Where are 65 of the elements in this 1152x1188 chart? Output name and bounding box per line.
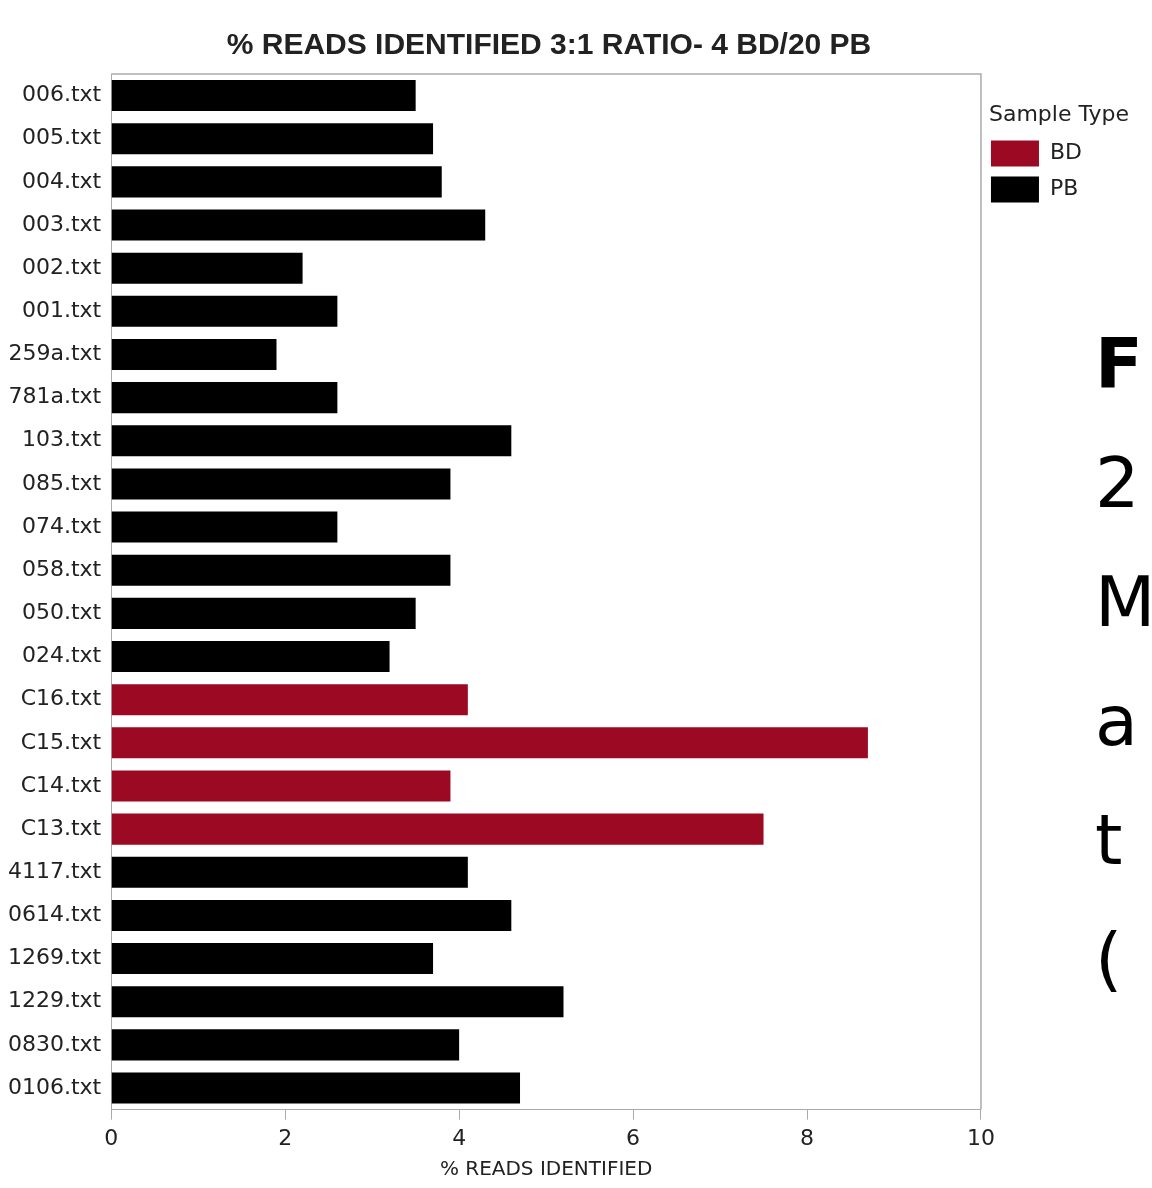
text: ( [1095, 918, 1123, 1001]
y-tick-label: 058.txt [21, 555, 102, 581]
bar [111, 770, 451, 802]
bar [111, 382, 338, 414]
y-tick-label: 1269.txt [7, 944, 102, 970]
y-tick-label: 005.txt [21, 124, 102, 150]
y-tick-label: C15.txt [20, 728, 102, 754]
legend-label: PB [1049, 175, 1079, 201]
y-tick-label: C16.txt [20, 685, 102, 711]
y-tick-label: 006.txt [21, 81, 102, 107]
legend-title: Sample Type [988, 100, 1129, 126]
y-tick-label: 1229.txt [7, 987, 102, 1013]
x-tick-label: 0 [104, 1124, 119, 1150]
bar [111, 511, 338, 543]
y-tick-label: 085.txt [21, 469, 102, 495]
bar [111, 986, 564, 1018]
x-tick-label: 8 [800, 1124, 815, 1150]
bar [111, 468, 451, 500]
legend-label: BD [1049, 139, 1083, 165]
y-tick-label: C14.txt [20, 771, 102, 797]
y-tick-label: 002.txt [21, 253, 102, 279]
y-tick-label: C13.txt [20, 814, 102, 840]
x-tick-label: 2 [278, 1124, 293, 1150]
y-tick-label: 003.txt [21, 210, 102, 236]
y-tick-label: 004.txt [21, 167, 102, 193]
y-tick-label: 074.txt [21, 512, 102, 538]
bar [111, 1029, 460, 1061]
bar [111, 1072, 521, 1104]
y-tick-label: 024.txt [21, 642, 102, 668]
y-tick-label: 001.txt [21, 297, 102, 323]
bar [111, 166, 442, 198]
text: a [1095, 680, 1138, 763]
y-tick-label: 259a.txt [8, 340, 102, 366]
text: 2 [1095, 442, 1140, 525]
text: M [1095, 561, 1152, 644]
y-tick-label: 050.txt [21, 599, 102, 625]
y-tick-label: 0106.txt [7, 1073, 102, 1099]
x-axis-title: % READS IDENTIFIED [439, 1156, 653, 1181]
y-tick-label: 103.txt [21, 426, 102, 452]
bar [111, 295, 338, 327]
text: F [1095, 323, 1143, 406]
bar [111, 684, 468, 716]
bar [111, 554, 451, 586]
x-tick-label: 10 [966, 1124, 995, 1150]
bar [111, 597, 416, 629]
bar [111, 943, 434, 975]
bar [111, 209, 486, 241]
bar [111, 123, 434, 155]
bar [111, 640, 390, 673]
x-tick-label: 6 [626, 1124, 641, 1150]
bar [111, 899, 512, 931]
bar [111, 80, 416, 112]
y-tick-label: 0830.txt [7, 1030, 102, 1056]
text: t [1095, 799, 1123, 882]
bar [111, 727, 868, 759]
y-tick-label: 4117.txt [7, 857, 102, 883]
x-tick-label: 4 [452, 1124, 467, 1150]
bar [111, 252, 303, 284]
chart-title: % READS IDENTIFIED 3:1 RATIO- 4 BD/20 PB [226, 27, 872, 61]
bar [111, 425, 512, 457]
bar [111, 856, 468, 888]
y-tick-label: 781a.txt [8, 383, 102, 409]
bar [111, 338, 277, 371]
y-tick-label: 0614.txt [7, 901, 102, 927]
bar [111, 813, 764, 845]
